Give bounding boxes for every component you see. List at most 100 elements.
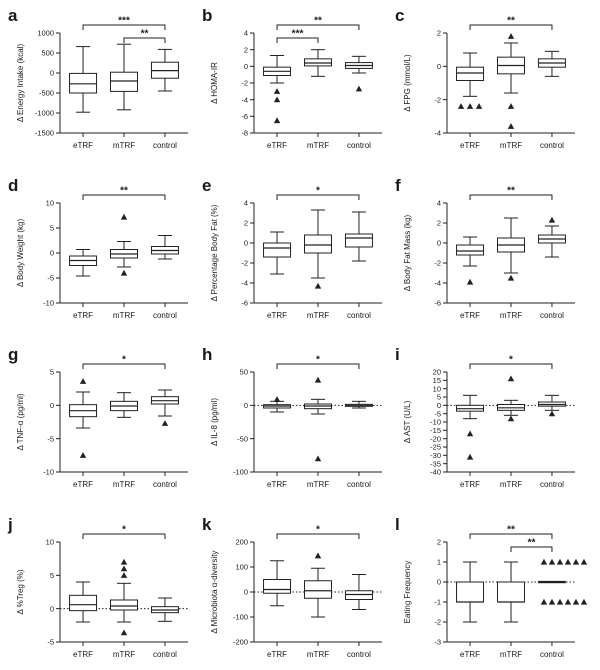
bracket-line <box>82 24 166 30</box>
x-tick-label-control: control <box>347 480 371 489</box>
panel-l: l Eating Frequency -3 -2 -1 0 1 2 eTRF mTRF contro… <box>395 515 588 659</box>
significance-label: ** <box>141 29 149 40</box>
y-tick-label: -1500 <box>35 129 54 138</box>
significance-bracket: * <box>276 186 360 200</box>
panel-g: g Δ TNF-α (pg/ml) -10 -5 0 5 eTRF mTRF control * <box>8 345 188 489</box>
y-tick-label: -6 <box>434 299 441 308</box>
bracket-line <box>510 546 553 552</box>
box-eTRF <box>263 231 292 275</box>
box-eTRF <box>69 46 98 113</box>
box-iqr <box>456 66 485 81</box>
significance-bracket: ** <box>469 525 553 539</box>
y-tick-label: -2 <box>241 79 248 88</box>
outlier-marker <box>580 558 588 565</box>
bracket-line <box>469 24 553 30</box>
outlier-marker <box>120 565 128 572</box>
y-tick-label: -10 <box>430 418 441 427</box>
y-tick-label: -2 <box>434 259 441 268</box>
x-tick-label-mTRF: mTRF <box>113 480 135 489</box>
panel-d: d Δ Body Weight (kg) -10 -5 0 5 10 eTRF mTRF cont… <box>8 176 188 320</box>
panel-letter-h: h <box>202 345 212 364</box>
x-tick-label-mTRF: mTRF <box>113 311 135 320</box>
y-tick-label: 5 <box>50 571 54 580</box>
bracket-line <box>82 533 166 539</box>
x-tick-label-eTRF: eTRF <box>73 480 93 489</box>
y-tick-label: -35 <box>430 459 441 468</box>
outlier-marker <box>580 598 588 605</box>
y-tick-label: 4 <box>244 29 248 38</box>
outlier-marker <box>540 558 548 565</box>
box-iqr <box>263 242 292 258</box>
x-tick-label-eTRF: eTRF <box>73 141 93 150</box>
box-eTRF <box>263 396 292 413</box>
x-tick-label-eTRF: eTRF <box>267 650 287 659</box>
y-tick-label: 200 <box>235 538 248 547</box>
x-tick-label-control: control <box>347 650 371 659</box>
significance-bracket: ** <box>82 186 166 200</box>
significance-label: ** <box>507 525 515 536</box>
x-tick-label-eTRF: eTRF <box>267 311 287 320</box>
significance-label: * <box>316 525 320 536</box>
panel-letter-b: b <box>202 6 212 25</box>
significance-label: * <box>316 355 320 366</box>
panel-letter-f: f <box>395 176 401 195</box>
panel-letter-j: j <box>7 515 13 534</box>
y-tick-label: 2 <box>244 219 248 228</box>
panel-letter-a: a <box>8 6 18 25</box>
y-tick-label: -2 <box>241 259 248 268</box>
outlier-marker <box>556 598 564 605</box>
y-tick-label: -1 <box>434 598 441 607</box>
significance-label: ** <box>528 538 536 549</box>
y-tick-label: -50 <box>237 434 248 443</box>
significance-bracket: ** <box>276 16 360 30</box>
box-iqr <box>110 599 138 611</box>
y-axis-label: Eating Frequency <box>403 561 412 624</box>
box-eTRF <box>263 560 292 607</box>
outlier-marker <box>79 378 87 384</box>
y-tick-label: 2 <box>437 219 441 228</box>
significance-label: *** <box>118 16 130 27</box>
y-tick-label: 10 <box>433 384 441 393</box>
box-control <box>344 211 373 262</box>
y-tick-label: -40 <box>430 468 441 477</box>
y-tick-label: 0 <box>50 249 54 258</box>
y-tick-label: 0 <box>50 69 54 78</box>
y-tick-label: -500 <box>39 89 54 98</box>
y-axis-label: Δ AST (U/L) <box>403 400 412 443</box>
significance-label: * <box>122 525 126 536</box>
bracket-line <box>276 363 360 369</box>
box-mTRF <box>110 558 138 636</box>
significance-bracket: ** <box>469 186 553 200</box>
box-iqr <box>497 581 525 603</box>
box-eTRF <box>263 55 292 124</box>
y-tick-label: 0 <box>437 62 441 71</box>
y-axis-label: Δ Energy Intake (kcal) <box>16 44 25 123</box>
outlier-marker <box>466 430 474 437</box>
y-tick-label: 0 <box>437 239 441 248</box>
outlier-marker <box>79 452 87 458</box>
significance-bracket: ** <box>510 538 553 552</box>
box-eTRF <box>69 378 98 458</box>
box-mTRF <box>304 49 332 77</box>
box-iqr <box>456 581 485 603</box>
x-tick-label-eTRF: eTRF <box>460 480 480 489</box>
box-mTRF <box>497 561 525 623</box>
outlier-marker <box>466 103 474 109</box>
box-eTRF <box>69 249 98 277</box>
significance-label: ** <box>507 16 515 27</box>
box-control <box>537 558 588 605</box>
y-tick-label: -3 <box>434 638 441 647</box>
y-tick-label: -5 <box>434 409 441 418</box>
box-eTRF <box>456 236 485 285</box>
y-tick-label: -4 <box>434 129 441 138</box>
y-tick-label: -4 <box>241 279 248 288</box>
panel-f: f Δ Body Fat Mass (kg) -6 -4 -2 0 2 4 eTRF mTRF co… <box>395 176 575 320</box>
y-axis-label: Δ Percentage Body Fat (%) <box>210 204 219 301</box>
x-tick-label-control: control <box>153 311 177 320</box>
y-tick-label: -4 <box>241 95 248 104</box>
box-eTRF <box>69 581 98 623</box>
outlier-marker <box>507 103 515 109</box>
significance-label: * <box>122 355 126 366</box>
box-mTRF <box>110 392 138 418</box>
